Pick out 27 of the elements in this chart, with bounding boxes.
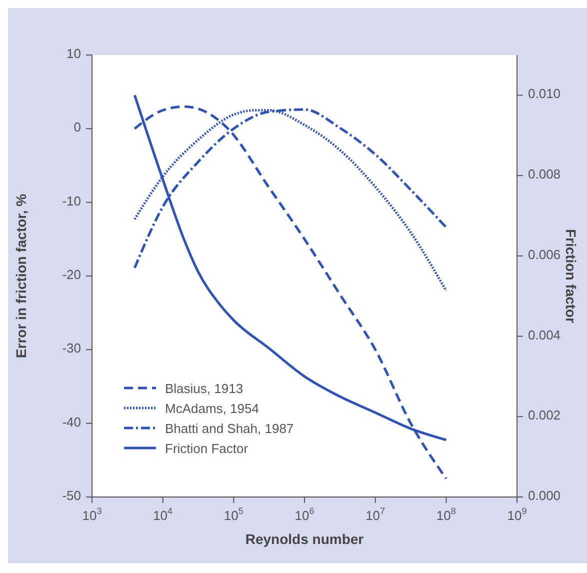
x-tick-label: 10$^{6}$ [294,506,314,524]
x-tick-label: 10$^{3}$ [82,506,102,524]
x-tick-label: 10$^{7}$ [366,506,386,524]
y2-tick-label: 0.010 [528,86,561,102]
y-tick-label: -40 [62,414,81,430]
y-tick-label: -20 [62,267,81,282]
legend-label: Friction Factor [165,440,248,456]
y2-tick-label: 0.006 [528,247,561,262]
x-axis-title: Reynolds number [245,531,364,547]
legend-label: Bhatti and Shah, 1987 [165,420,294,436]
y2-tick-label: 0.002 [528,408,561,424]
y2-tick-label: 0.004 [528,328,561,343]
x-tick-label: 10$^{8}$ [436,506,456,524]
y2-tick-label: 0.000 [528,488,561,504]
legend-label: Blasius, 1913 [165,380,244,396]
y2-axis-title: Friction factor [563,228,580,324]
y-tick-label: -50 [62,488,81,504]
y-tick-label: 0 [74,120,81,136]
y-axis-title: Error in friction factor, % [12,193,29,358]
x-tick-label: 10$^{4}$ [153,506,173,524]
y2-tick-label: 0.008 [528,166,561,182]
x-tick-label: 10$^{9}$ [507,506,527,524]
y-tick-label: -30 [62,341,81,356]
y-tick-label: 10 [66,46,81,62]
legend-label: McAdams, 1954 [165,400,259,416]
y-tick-label: -10 [62,194,81,209]
x-tick-label: 10$^{5}$ [224,506,244,524]
